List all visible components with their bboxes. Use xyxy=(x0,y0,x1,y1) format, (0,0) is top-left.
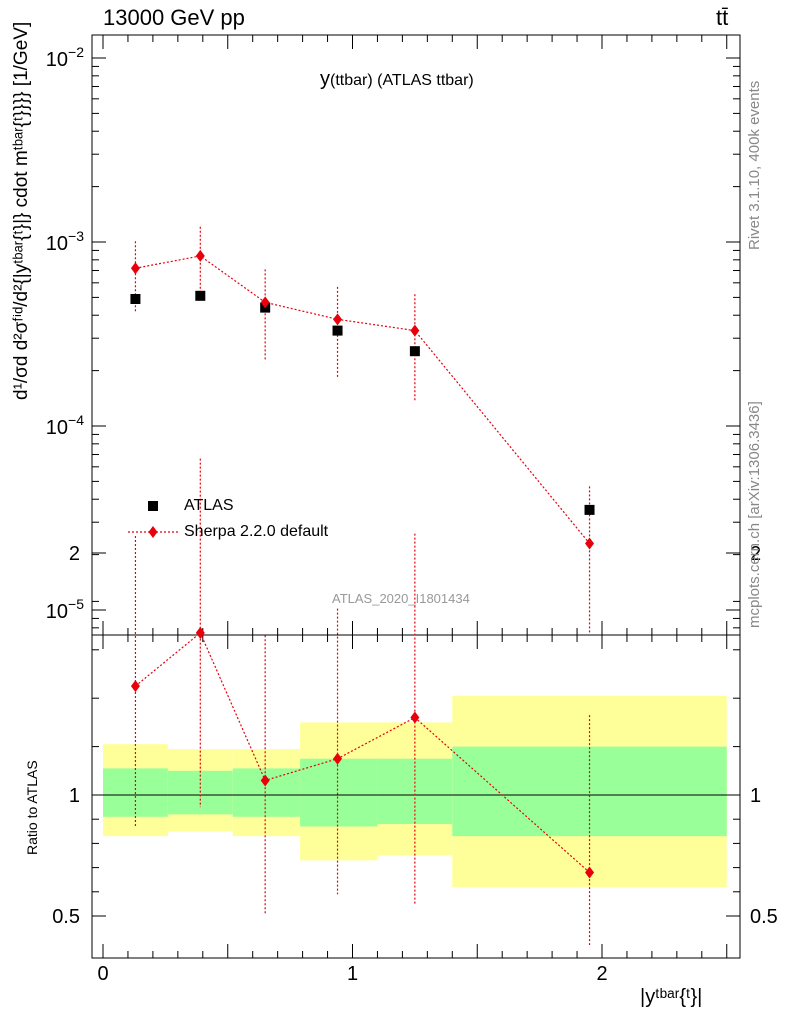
rivet-version-label: Rivet 3.1.10, 400k events xyxy=(746,80,763,250)
sherpa-point xyxy=(585,537,595,550)
ratio-sherpa-point xyxy=(585,866,595,879)
sherpa-point xyxy=(333,313,343,326)
plot-title: y(ttbar) (ATLAS ttbar) xyxy=(320,68,474,91)
ratio-y-tick-label: 0.5 xyxy=(750,906,778,928)
main-panel: 10−2 10−3 10−4 10−5 xyxy=(46,34,741,636)
process-label: tt̄ xyxy=(716,5,729,30)
ratio-y-tick-label: 0.5 xyxy=(52,906,80,928)
sherpa-point xyxy=(260,296,270,309)
atlas-point xyxy=(195,290,206,301)
atlas-point xyxy=(584,504,595,515)
atlas-point xyxy=(409,346,420,357)
ratio-sherpa-point xyxy=(410,711,420,724)
y-tick-label: 10−2 xyxy=(46,44,84,71)
ratio-sherpa-point xyxy=(333,752,343,765)
analysis-watermark: ATLAS_2020_I1801434 xyxy=(332,591,470,606)
ratio-y-tick-label: 2 xyxy=(69,543,80,565)
ratio-frame xyxy=(91,634,741,959)
plot-title-main: y xyxy=(320,68,330,90)
sherpa-point xyxy=(130,262,140,275)
ratio-y-tick-label: 2 xyxy=(750,543,761,565)
ratio-y-tick-label: 1 xyxy=(69,785,80,807)
y-tick-label: 10−4 xyxy=(46,412,84,439)
x-axis-label: |yᵗᵇᵃʳ{ᵗ}| xyxy=(640,986,703,1008)
main-y-axis-label: d¹/σd d²σᶠⁱᵈ/d²{|yᵗᵇᵃʳ{ᵗ}|} cdot mᵗᵇᵃʳ{ᵗ… xyxy=(11,21,32,400)
mcplots-label: mcplots.cern.ch [arXiv:1306.3436] xyxy=(746,401,763,628)
y-tick-label: 10−3 xyxy=(46,228,84,255)
legend-atlas-marker xyxy=(148,501,158,511)
x-tick-label: 0 xyxy=(97,963,108,985)
legend-atlas-label: ATLAS xyxy=(184,497,234,514)
atlas-point xyxy=(130,294,141,305)
ratio-sherpa-line xyxy=(135,631,590,873)
x-tick-label: 1 xyxy=(347,963,358,985)
legend-sherpa-marker xyxy=(148,526,158,538)
ratio-inner-band xyxy=(300,758,378,827)
ratio-sherpa-point xyxy=(195,626,205,639)
y-tick-label: 10−5 xyxy=(46,596,84,623)
sherpa-point xyxy=(410,324,420,337)
x-tick-label: 2 xyxy=(596,963,607,985)
legend-sherpa-label: Sherpa 2.2.0 default xyxy=(184,523,329,540)
ratio-inner-band xyxy=(232,768,301,817)
ratio-sherpa-point xyxy=(130,680,140,693)
ratio-panel: 0 1 2 0.5 0.5 1 1 2 2 xyxy=(52,458,778,985)
sherpa-line xyxy=(135,255,590,544)
plot-title-rest: (ttbar) (ATLAS ttbar) xyxy=(330,72,474,89)
ratio-y-tick-label: 1 xyxy=(750,785,761,807)
ratio-sherpa-point xyxy=(260,774,270,787)
atlas-point xyxy=(332,325,343,336)
energy-label: 13000 GeV pp xyxy=(103,5,245,30)
ratio-y-axis-label: Ratio to ATLAS xyxy=(24,760,40,855)
sherpa-point xyxy=(195,249,205,262)
